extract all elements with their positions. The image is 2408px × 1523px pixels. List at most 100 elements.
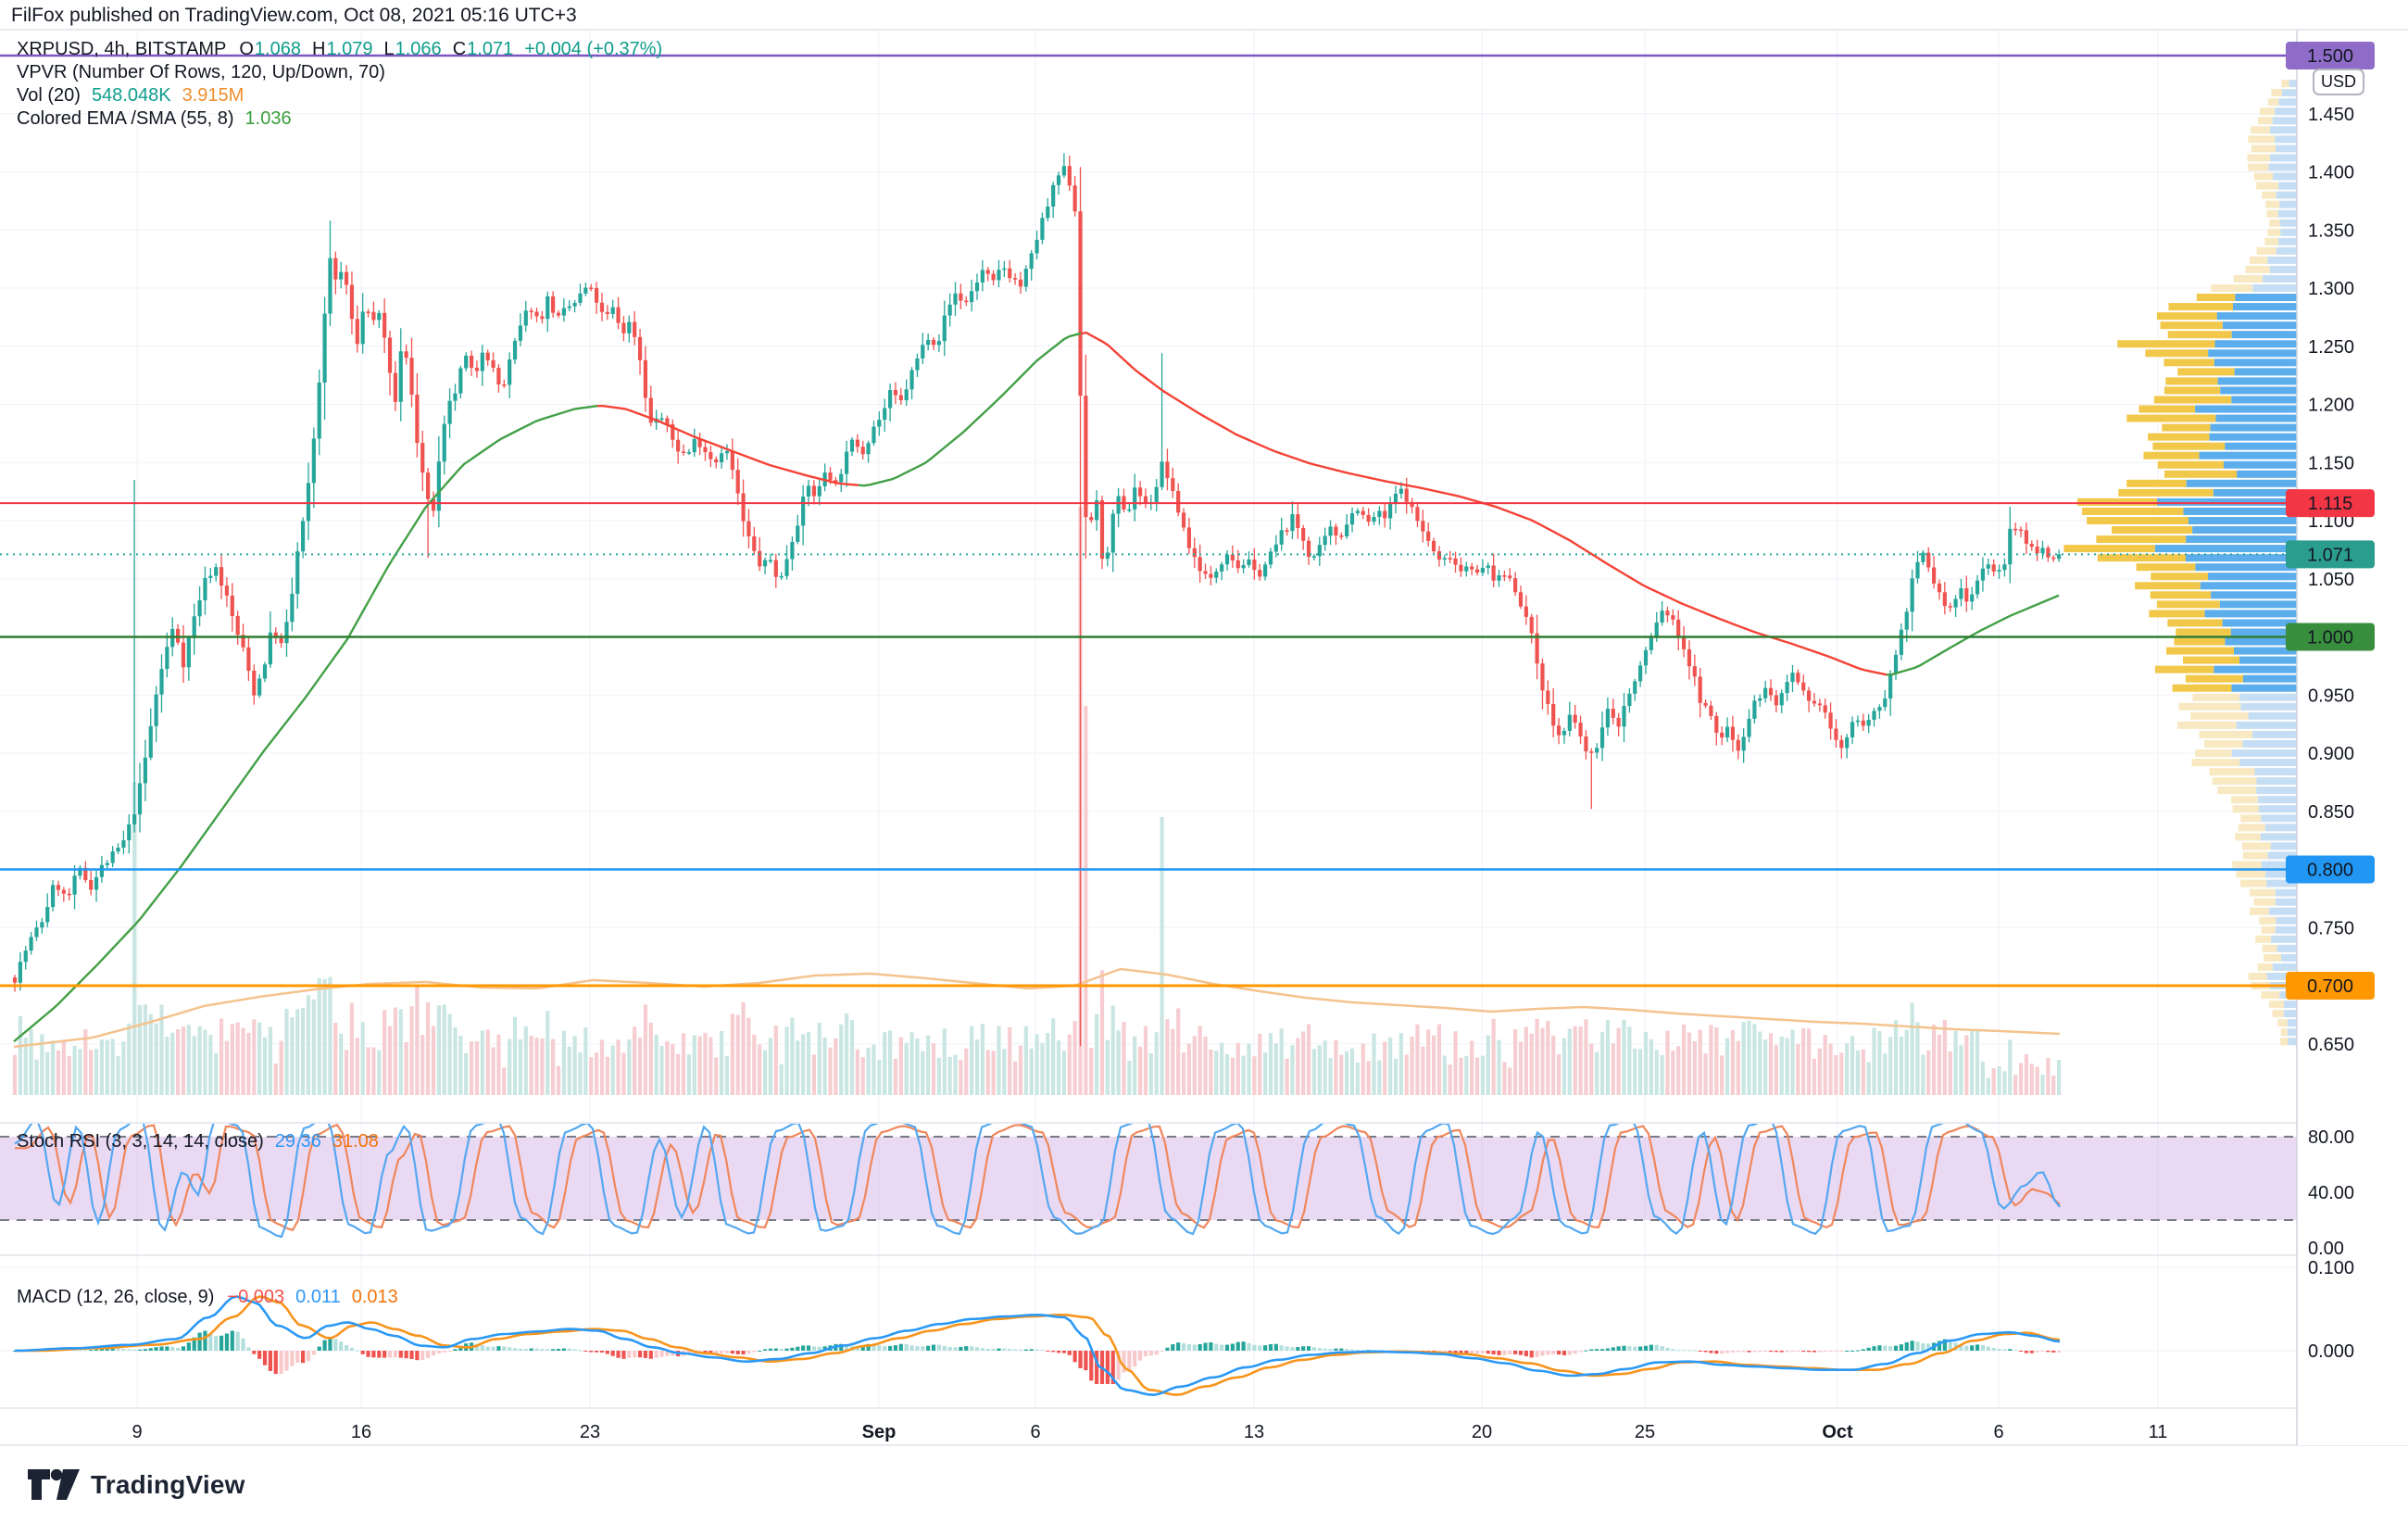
candle-body: [317, 382, 321, 439]
ema-line: [13, 331, 2060, 1043]
volume-bar: [671, 1044, 675, 1095]
volume-bar: [904, 1042, 909, 1095]
volume-bar: [2024, 1053, 2028, 1095]
stoch-tick-label: 80.00: [2308, 1127, 2354, 1148]
volume-bar: [404, 1042, 408, 1095]
price-axis[interactable]: 1.4501.4001.3501.3001.2501.2001.1501.100…: [2286, 31, 2408, 1445]
macd-histogram-bar: [1339, 1348, 1344, 1351]
macd-histogram-bar: [1921, 1342, 1925, 1351]
macd-histogram-bar: [556, 1348, 561, 1351]
vpvr-down-bar: [2195, 749, 2232, 757]
macd-histogram-bar: [796, 1346, 800, 1351]
volume-bar: [197, 1026, 202, 1095]
currency-toggle-button[interactable]: USD: [2313, 69, 2364, 95]
volume-bar: [605, 1056, 609, 1095]
time-axis[interactable]: 9 16 23 Sep 6 13 20 25 Oct 6 11: [132, 1422, 2167, 1442]
macd-histogram-bar: [773, 1348, 778, 1351]
legend-symbol-row[interactable]: XRPUSD, 4h, BITSTAMP O 1.068 H 1.079 L 1.066 C 1…: [17, 39, 662, 60]
candle-body: [181, 642, 186, 668]
tradingview-logo[interactable]: TradingView: [28, 1469, 245, 1501]
volume-layer: [12, 507, 2062, 1095]
macd-histogram-bar: [2002, 1349, 2007, 1351]
vpvr-up-bar: [2240, 702, 2297, 711]
volume-bar: [469, 1041, 474, 1095]
macd-histogram-bar: [1095, 1351, 1099, 1384]
macd-pane: [12, 1295, 2062, 1396]
macd-histogram-bar: [436, 1351, 441, 1353]
macd-histogram-bar: [921, 1346, 925, 1351]
macd-histogram-bar: [2035, 1351, 2039, 1353]
candle-body: [953, 293, 958, 305]
macd-histogram-bar: [224, 1333, 230, 1351]
price-tick-label: 1.250: [2308, 337, 2354, 358]
candle-body: [1110, 513, 1115, 553]
volume-bar: [1464, 1056, 1469, 1095]
vpvr-down-bar: [2238, 824, 2265, 832]
vpvr-down-bar: [2250, 907, 2269, 915]
vpvr-up-bar: [2275, 925, 2297, 934]
vpvr-down-bar: [2172, 684, 2232, 692]
candle-body: [1453, 558, 1458, 565]
macd-histogram-bar: [633, 1351, 637, 1358]
candle-body: [491, 359, 495, 368]
volume-bar: [1345, 1051, 1349, 1095]
macd-histogram-bar: [1018, 1349, 1023, 1351]
volume-bar: [301, 1007, 306, 1095]
candle-body: [1078, 211, 1083, 396]
legend-ema-row[interactable]: Colored EMA /SMA (55, 8) 1.036: [17, 108, 292, 130]
candle-body: [230, 595, 234, 616]
candle-body: [1774, 695, 1778, 706]
candle-body: [1290, 514, 1295, 532]
price-tick-label: 0.900: [2308, 744, 2354, 764]
macd-histogram-bar: [1561, 1351, 1567, 1355]
candle-body: [1535, 633, 1539, 664]
volume-bar: [681, 1033, 686, 1095]
vpvr-up-bar: [2260, 833, 2297, 841]
vpvr-up-bar: [2209, 433, 2297, 441]
vpvr-up-bar: [2223, 460, 2297, 469]
volume-bar: [1665, 1030, 1670, 1095]
candle-body: [132, 814, 137, 824]
legend-vpvr-row[interactable]: VPVR (Number Of Rows, 120, Up/Down, 70): [17, 62, 385, 83]
legend-volume-row[interactable]: Vol (20) 548.048K 3.915M: [17, 85, 244, 107]
candle-body: [648, 397, 653, 423]
macd-histogram-bar: [159, 1346, 164, 1351]
macd-histogram-bar: [1883, 1345, 1888, 1351]
macd-histogram-bar: [1866, 1347, 1871, 1351]
candle-body: [224, 585, 230, 596]
vpvr-up-bar: [2281, 89, 2297, 97]
legend-macd-row[interactable]: MACD (12, 26, close, 9) −0.003 0.011 0.013: [17, 1287, 398, 1308]
macd-histogram-bar: [371, 1351, 376, 1358]
vpvr-down-bar: [2087, 517, 2189, 524]
candle-body: [1888, 673, 1893, 699]
vpvr-up-bar: [2264, 824, 2297, 832]
macd-histogram-bar: [1807, 1351, 1812, 1353]
macd-histogram-bar: [284, 1351, 289, 1371]
candle-body: [1051, 184, 1056, 207]
volume-bar: [796, 1040, 800, 1095]
vpvr-down-bar: [2259, 916, 2276, 925]
candle-body: [328, 258, 332, 314]
volume-bar: [349, 1002, 355, 1095]
candle-body: [474, 367, 480, 371]
vpvr-down-bar: [2242, 851, 2268, 860]
volume-bar: [1301, 1031, 1306, 1095]
macd-histogram-bar: [659, 1351, 664, 1357]
volume-bar: [1148, 1052, 1153, 1095]
macd-histogram-bar: [1736, 1351, 1740, 1353]
vpvr-down-bar: [2277, 1019, 2288, 1027]
volume-bar: [1796, 1043, 1800, 1095]
macd-histogram-bar: [1040, 1350, 1045, 1352]
legend-stoch-row[interactable]: Stoch RSI (3, 3, 14, 14, close) 29.36 31.0…: [17, 1131, 379, 1152]
macd-histogram-bar: [1345, 1349, 1349, 1351]
macd-histogram-bar: [1480, 1351, 1485, 1353]
macd-histogram-bar: [78, 1350, 82, 1352]
candle-body: [1720, 732, 1724, 738]
macd-histogram-bar: [648, 1351, 653, 1359]
vpvr-down-bar: [2176, 721, 2237, 729]
volume-bar: [1241, 1055, 1246, 1095]
volume-bar: [1012, 1061, 1018, 1095]
macd-histogram-bar: [143, 1349, 147, 1351]
volume-bar: [1095, 1013, 1099, 1095]
